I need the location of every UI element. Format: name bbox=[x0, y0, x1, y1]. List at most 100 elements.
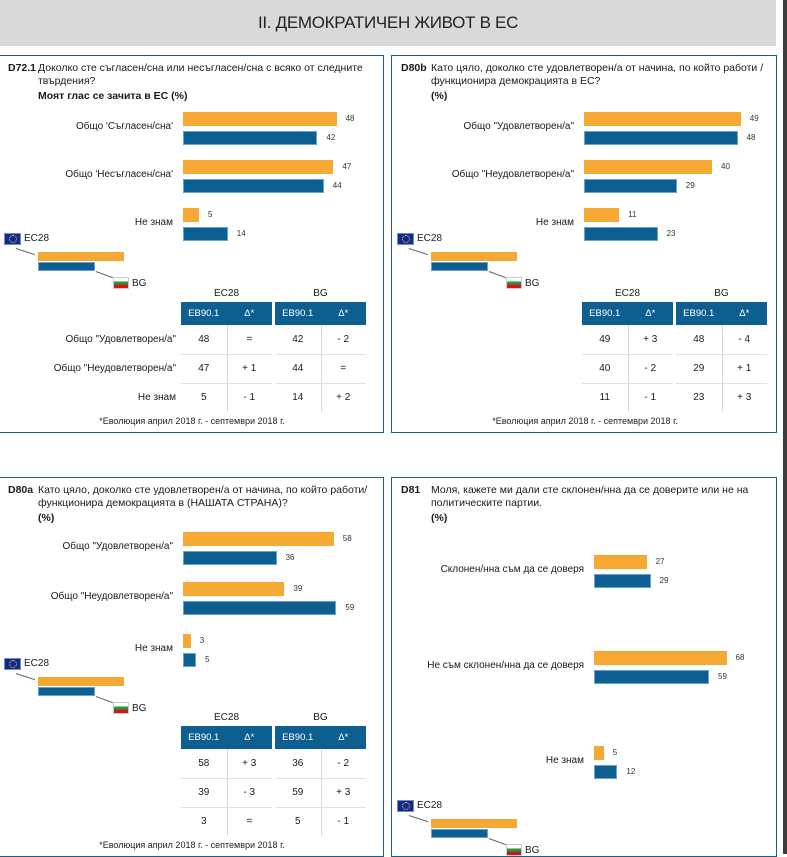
table-cell-eu-delta: = bbox=[246, 816, 253, 827]
data-label: 47 bbox=[342, 162, 352, 171]
table-group-bg: BG bbox=[313, 712, 328, 723]
legend-label-eu28: ЕС28 bbox=[24, 233, 50, 244]
bar-bg bbox=[183, 227, 228, 241]
column-header-delta: Δ* bbox=[244, 308, 255, 319]
legend-swatch-bg bbox=[431, 262, 488, 271]
chart-panel-d80a: D80a Като цяло, доколко сте удовлетворен/… bbox=[0, 477, 384, 857]
data-label: 48 bbox=[345, 114, 355, 123]
table-header: EB90.1 Δ* bbox=[181, 726, 272, 749]
bar-bg bbox=[584, 179, 677, 193]
question-subtitle: (%) bbox=[431, 512, 448, 524]
question-code: D72.1 bbox=[8, 62, 37, 74]
table-cell-bg-delta: = bbox=[340, 363, 347, 374]
section-header: II. ДЕМОКРАТИЧЕН ЖИВОТ В ЕС bbox=[0, 0, 776, 46]
table-cell-eu-delta: + 3 bbox=[643, 334, 658, 345]
question-heading: D81 Моля, кажете ми дали сте склонен/нна … bbox=[401, 484, 766, 525]
table-cell-bg-delta: - 1 bbox=[337, 816, 350, 827]
column-header-delta: Δ* bbox=[739, 308, 750, 319]
table-divider bbox=[320, 749, 322, 836]
table-cell-bg: 29 bbox=[693, 363, 705, 374]
table-cell-bg-delta: + 3 bbox=[737, 392, 752, 403]
legend-connector bbox=[488, 838, 506, 846]
table-divider bbox=[275, 354, 366, 355]
eu-stars-icon bbox=[8, 235, 17, 243]
table-cell-bg: 36 bbox=[292, 758, 304, 769]
table-cell-bg: 42 bbox=[292, 334, 304, 345]
bulgaria-flag-icon bbox=[113, 277, 129, 289]
category-label: Общо 'Съгласен/сна' bbox=[75, 121, 173, 132]
legend-swatch-bg bbox=[38, 262, 95, 271]
question-heading: D80a Като цяло, доколко сте удовлетворен/… bbox=[8, 484, 373, 525]
table-divider bbox=[275, 807, 366, 808]
bar-eu28 bbox=[183, 582, 285, 596]
bar-eu28 bbox=[183, 112, 337, 126]
column-header-value: EB90.1 bbox=[188, 732, 220, 743]
data-label: 48 bbox=[746, 133, 756, 142]
table-cell-bg: 14 bbox=[292, 392, 304, 403]
bar-bg bbox=[183, 653, 196, 667]
table-cell-bg-delta: - 2 bbox=[337, 758, 350, 769]
data-label: 49 bbox=[749, 114, 759, 123]
bar-eu28 bbox=[584, 112, 741, 126]
data-label: 58 bbox=[342, 534, 352, 543]
chart-panel-d72-1: D72.1 Доколко сте съгласен/сна или несъгл… bbox=[0, 55, 384, 433]
question-code: D80a bbox=[8, 484, 34, 496]
table-cell-eu: 5 bbox=[200, 392, 207, 403]
eu-flag-icon bbox=[397, 800, 414, 812]
data-label: 27 bbox=[655, 557, 665, 566]
scrollbar[interactable] bbox=[783, 0, 787, 854]
category-label: Не знам bbox=[134, 643, 173, 654]
table-divider bbox=[181, 807, 272, 808]
bar-eu28 bbox=[594, 651, 727, 665]
data-label: 11 bbox=[628, 210, 637, 219]
question-subtitle: (%) bbox=[431, 90, 448, 102]
table-header: EB90.1 Δ* bbox=[582, 302, 673, 325]
legend-connector bbox=[95, 271, 113, 279]
eu-flag-icon bbox=[397, 233, 414, 245]
table-divider bbox=[181, 354, 272, 355]
eu-stars-icon bbox=[8, 660, 17, 668]
category-label: Не знам bbox=[535, 217, 574, 228]
table-cell-bg: 48 bbox=[693, 334, 705, 345]
table-cell-bg-delta: + 1 bbox=[737, 363, 752, 374]
legend-swatch-bg bbox=[38, 687, 95, 696]
category-label: Общо "Неудовлетворен/а" bbox=[451, 169, 574, 180]
bar-bg bbox=[584, 227, 658, 241]
table-cell-bg-delta: + 2 bbox=[336, 392, 351, 403]
category-label: Общо 'Несъгласен/сна' bbox=[65, 169, 173, 180]
table-cell-eu-delta: - 1 bbox=[644, 392, 657, 403]
question-code: D80b bbox=[401, 62, 427, 74]
column-header-delta: Δ* bbox=[645, 308, 656, 319]
table-divider bbox=[275, 778, 366, 779]
footnote: *Еволюция април 2018 г. - септември 2018… bbox=[99, 416, 285, 426]
table-cell-eu-delta: - 3 bbox=[243, 787, 256, 798]
table-header: EB90.1 Δ* bbox=[676, 302, 767, 325]
legend-connector bbox=[488, 271, 506, 279]
legend-label-eu28: ЕС28 bbox=[417, 800, 443, 811]
table-row-label: Общо "Удовлетворен/а" bbox=[65, 334, 176, 345]
section-title: II. ДЕМОКРАТИЧЕН ЖИВОТ В ЕС bbox=[257, 13, 519, 32]
data-label: 14 bbox=[236, 229, 246, 238]
bar-eu28 bbox=[183, 532, 334, 546]
footnote: *Еволюция април 2018 г. - септември 2018… bbox=[99, 840, 285, 850]
bar-bg bbox=[183, 131, 318, 145]
legend-label-eu28: ЕС28 bbox=[24, 658, 50, 669]
bar-eu28 bbox=[183, 208, 199, 222]
chart-panel-d81: D81 Моля, кажете ми дали сте склонен/нна … bbox=[391, 477, 777, 857]
bar-eu28 bbox=[594, 746, 604, 760]
data-label: 40 bbox=[721, 162, 730, 171]
question-code: D81 bbox=[401, 484, 421, 496]
table-group-eu28: ЕС28 bbox=[213, 288, 239, 299]
bar-bg bbox=[594, 574, 651, 588]
column-header-value: EB90.1 bbox=[282, 732, 314, 743]
bar-bg bbox=[183, 179, 324, 193]
table-divider bbox=[627, 325, 629, 412]
table-cell-bg: 23 bbox=[693, 392, 705, 403]
legend-label-bg: BG bbox=[132, 703, 147, 714]
table-cell-eu: 48 bbox=[198, 334, 210, 345]
table-cell-eu-delta: = bbox=[246, 334, 253, 345]
legend-label-bg: BG bbox=[525, 845, 540, 856]
table-cell-eu: 49 bbox=[599, 334, 611, 345]
question-text: Доколко сте съгласен/сна или несъгласен/… bbox=[38, 62, 363, 87]
column-header-delta: Δ* bbox=[338, 308, 349, 319]
